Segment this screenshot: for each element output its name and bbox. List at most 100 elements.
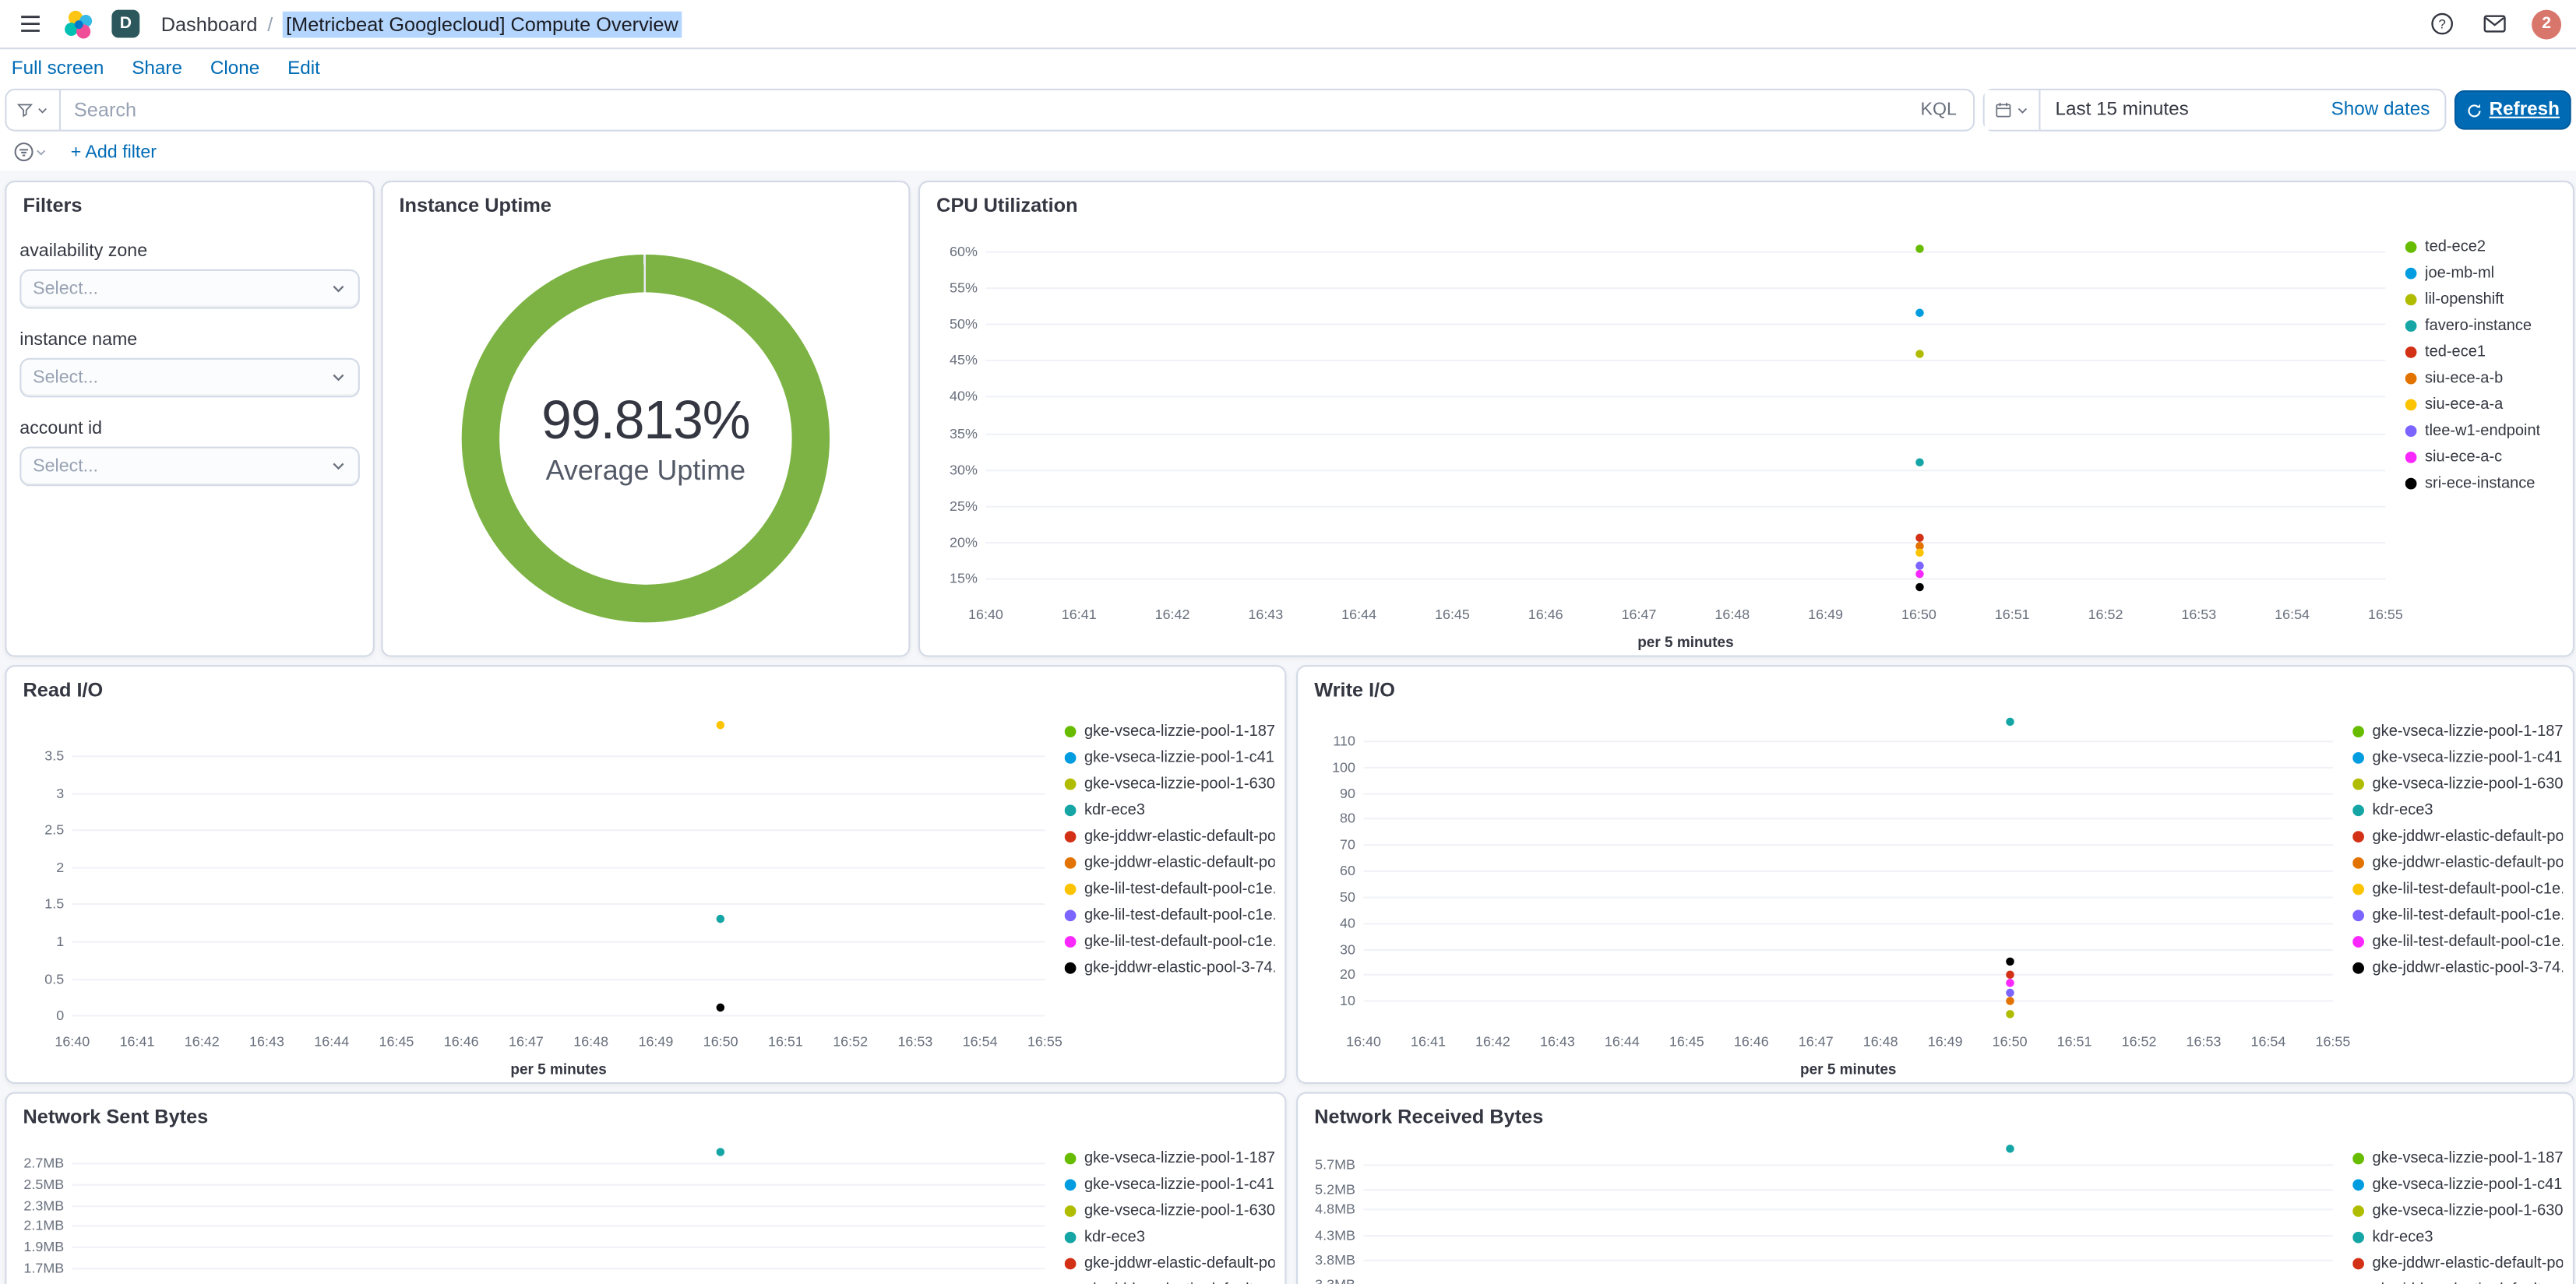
dashboard-menu-bar: Full screen Share Clone Edit — [0, 49, 2576, 87]
legend-item[interactable]: favero-instance — [2405, 312, 2563, 339]
legend-series-label: gke-vseca-lizzie-pool-1-1877... — [1084, 721, 1275, 740]
chevron-down-icon — [38, 107, 48, 113]
legend-item[interactable]: tlee-w1-endpoint — [2405, 417, 2563, 444]
legend-item[interactable]: gke-jddwr-elastic-default-po... — [2352, 1276, 2563, 1284]
legend-item[interactable]: gke-vseca-lizzie-pool-1-630... — [2352, 770, 2563, 797]
help-button[interactable]: ? — [2426, 9, 2458, 40]
top-navigation-bar: D Dashboard / [Metricbeat Googlecloud] C… — [0, 0, 2576, 50]
legend-item[interactable]: gke-jddwr-elastic-default-po... — [2352, 823, 2563, 850]
legend-item[interactable]: gke-jddwr-elastic-pool-3-74... — [1064, 954, 1275, 980]
y-axis-tick-label: 2.1MB — [23, 1217, 65, 1234]
legend-item[interactable]: siu-ece-a-c — [2405, 443, 2563, 470]
legend-item[interactable]: joe-mb-ml — [2405, 259, 2563, 286]
query-bar: KQL Last 15 minutes Show dates Refresh — [0, 86, 2576, 133]
filter-options-button[interactable] — [10, 138, 51, 166]
legend-item[interactable]: kdr-ece3 — [2352, 1223, 2563, 1250]
legend-item[interactable]: gke-jddwr-elastic-pool-3-74... — [2352, 954, 2563, 980]
legend-item[interactable]: gke-vseca-lizzie-pool-1-c417... — [1064, 744, 1275, 770]
legend-item[interactable]: ted-ece1 — [2405, 338, 2563, 364]
legend-series-label: gke-vseca-lizzie-pool-1-1877... — [1084, 1149, 1275, 1167]
legend-item[interactable]: gke-jddwr-elastic-default-po... — [1064, 1250, 1275, 1276]
legend-item[interactable]: gke-vseca-lizzie-pool-1-1877... — [2352, 1145, 2563, 1171]
x-axis-tick-label: 16:45 — [1435, 606, 1470, 623]
share-menu-item[interactable]: Share — [132, 58, 182, 79]
refresh-button[interactable]: Refresh — [2454, 90, 2571, 130]
legend-item[interactable]: gke-jddwr-elastic-default-po... — [2352, 849, 2563, 875]
legend-item[interactable]: sri-ece-instance — [2405, 470, 2563, 496]
legend-item[interactable]: gke-vseca-lizzie-pool-1-630... — [1064, 770, 1275, 797]
legend-series-label: gke-lil-test-default-pool-c1e... — [1084, 879, 1275, 898]
x-axis-tick-label: 16:55 — [1027, 1032, 1062, 1050]
panel-title: Filters — [23, 193, 83, 217]
y-axis-tick-label: 35% — [950, 424, 978, 441]
legend-item[interactable]: siu-ece-a-a — [2405, 391, 2563, 417]
refresh-icon — [2468, 103, 2481, 117]
legend-item[interactable]: gke-vseca-lizzie-pool-1-c417... — [2352, 1171, 2563, 1198]
x-axis-tick-label: 16:50 — [1992, 1032, 2028, 1050]
account-id-select[interactable]: Select... — [19, 446, 360, 487]
filter-bar: + Add filter — [0, 132, 2576, 171]
x-axis-tick-label: 16:43 — [249, 1032, 284, 1050]
user-avatar[interactable]: 2 — [2532, 9, 2562, 39]
legend-item[interactable]: gke-jddwr-elastic-default-po... — [2352, 1250, 2563, 1276]
legend-item[interactable]: gke-vseca-lizzie-pool-1-1877... — [1064, 718, 1275, 744]
breadcrumb-dashboard[interactable]: Dashboard — [160, 12, 258, 36]
elastic-logo-icon[interactable] — [61, 5, 97, 41]
newsfeed-button[interactable] — [2479, 9, 2511, 40]
clone-menu-item[interactable]: Clone — [210, 58, 260, 79]
legend-item[interactable]: gke-vseca-lizzie-pool-1-c417... — [2352, 744, 2563, 770]
legend-item[interactable]: gke-lil-test-default-pool-c1e... — [1064, 928, 1275, 955]
availability-zone-select[interactable]: Select... — [19, 269, 360, 309]
legend-item[interactable]: gke-lil-test-default-pool-c1e... — [2352, 902, 2563, 928]
legend-series-label: gke-lil-test-default-pool-c1e... — [2372, 879, 2564, 898]
dashboard-grid: Filters availability zone Select... inst… — [0, 171, 2576, 1284]
kql-language-button[interactable]: KQL — [1920, 100, 1957, 120]
legend-series-label: gke-jddwr-elastic-pool-3-74... — [2372, 958, 2564, 976]
y-axis-tick-label: 3.3MB — [1298, 1276, 1355, 1284]
network-sent-bytes-panel: Network Sent Bytes per 5 minutes 2.7MB2.… — [5, 1092, 1287, 1284]
data-point — [716, 1148, 725, 1156]
gridline — [72, 1268, 1045, 1270]
legend-item[interactable]: siu-ece-a-b — [2405, 364, 2563, 391]
x-axis-tick-label: 16:43 — [1539, 1032, 1575, 1050]
time-range-value[interactable]: Last 15 minutes — [2055, 100, 2189, 120]
legend-item[interactable]: gke-vseca-lizzie-pool-1-1877... — [2352, 718, 2563, 744]
legend-item[interactable]: gke-lil-test-default-pool-c1e... — [1064, 902, 1275, 928]
gridline — [1363, 948, 2333, 951]
edit-menu-item[interactable]: Edit — [287, 58, 320, 79]
legend-item[interactable]: gke-jddwr-elastic-default-po... — [1064, 823, 1275, 850]
legend-item[interactable]: lil-openshift — [2405, 286, 2563, 312]
legend-item[interactable]: gke-lil-test-default-pool-c1e... — [1064, 875, 1275, 902]
legend-item[interactable]: kdr-ece3 — [1064, 797, 1275, 823]
legend-item[interactable]: gke-vseca-lizzie-pool-1-630... — [1064, 1198, 1275, 1224]
space-badge[interactable]: D — [111, 9, 140, 38]
legend-series-dot — [2405, 240, 2417, 252]
legend-item[interactable]: gke-vseca-lizzie-pool-1-1877... — [1064, 1145, 1275, 1171]
show-dates-button[interactable]: Show dates — [2317, 90, 2445, 130]
legend-item[interactable]: gke-jddwr-elastic-default-po... — [1064, 849, 1275, 875]
gridline — [985, 360, 2386, 362]
legend: ted-ece2 joe-mb-ml lil-openshift favero-ins… — [2405, 220, 2573, 656]
saved-query-menu-button[interactable] — [6, 90, 62, 130]
gridline — [1363, 1163, 2333, 1166]
legend-item[interactable]: gke-lil-test-default-pool-c1e... — [2352, 875, 2563, 902]
chevron-down-icon — [333, 463, 344, 470]
select-placeholder: Select... — [33, 368, 99, 388]
legend-item[interactable]: kdr-ece3 — [1064, 1223, 1275, 1250]
fullscreen-menu-item[interactable]: Full screen — [11, 58, 104, 79]
y-axis-tick-label: 50 — [1340, 888, 1356, 905]
legend-series-label: gke-jddwr-elastic-default-po... — [1084, 853, 1275, 871]
instance-name-select[interactable]: Select... — [19, 357, 360, 398]
legend-item[interactable]: kdr-ece3 — [2352, 797, 2563, 823]
data-point — [1915, 533, 1923, 543]
legend-item[interactable]: gke-vseca-lizzie-pool-1-630... — [2352, 1198, 2563, 1224]
legend-item[interactable]: gke-jddwr-elastic-default-po... — [1064, 1276, 1275, 1284]
menu-hamburger-button[interactable] — [15, 9, 46, 40]
date-quick-select-button[interactable] — [1984, 90, 2041, 130]
legend-item[interactable]: ted-ece2 — [2405, 233, 2563, 259]
legend-item[interactable]: gke-lil-test-default-pool-c1e... — [2352, 928, 2563, 955]
legend-item[interactable]: gke-vseca-lizzie-pool-1-c417... — [1064, 1171, 1275, 1198]
chevron-down-icon — [37, 149, 46, 155]
add-filter-button[interactable]: + Add filter — [58, 142, 170, 161]
search-input[interactable] — [61, 98, 1905, 122]
